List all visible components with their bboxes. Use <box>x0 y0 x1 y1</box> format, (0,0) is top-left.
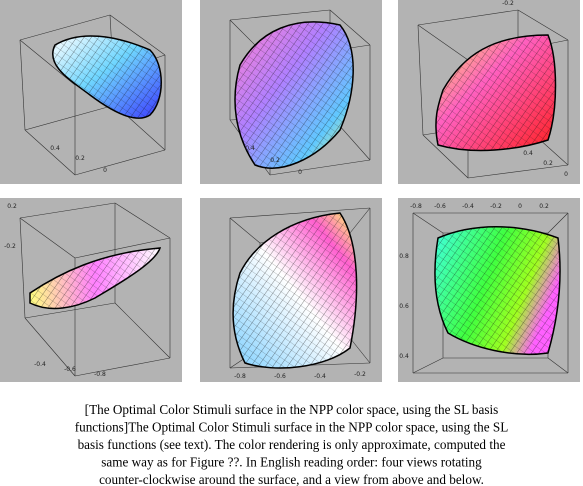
panel: 0.4 0.2 0 <box>200 0 382 184</box>
tick-label: 0.2 <box>539 203 549 210</box>
box-edge <box>269 159 371 176</box>
box-edge <box>19 217 76 259</box>
box-edge <box>19 202 116 219</box>
tick-label: 0.2 <box>543 160 553 167</box>
tick-label: -0.2 <box>490 203 502 210</box>
tick-label: 0.4 <box>245 145 255 152</box>
tick-label: -0.6 <box>434 203 446 210</box>
box-edge <box>349 337 371 364</box>
tick-label: -0.8 <box>94 371 106 378</box>
surface-mesh <box>435 226 560 355</box>
box-edge <box>412 212 444 234</box>
box-edge <box>114 302 171 359</box>
tick-label: -0.8 <box>410 203 422 210</box>
tick-label: 0 <box>564 171 568 178</box>
panel: 0.4 0.2 0 <box>0 0 182 184</box>
tick-label: 0 <box>103 167 107 174</box>
tick-label: 0.8 <box>399 253 409 260</box>
tick-label: -0.2 <box>502 0 514 7</box>
surface-mesh <box>30 248 160 309</box>
surface-mesh <box>52 35 162 119</box>
box-edge <box>74 357 171 377</box>
tick-label: -0.4 <box>462 203 474 210</box>
box-edge <box>229 207 371 219</box>
panel: -0.2 0.4 0.2 0 <box>398 0 580 184</box>
panel: 0.2 -0.2 -0.4 -0.6 -0.8 <box>0 198 182 382</box>
tick-label: -0.2 <box>4 243 16 250</box>
box-edge <box>417 24 469 61</box>
caption-line: counter-clockwise around the surface, an… <box>99 472 484 486</box>
box-edge <box>329 9 371 46</box>
box-edge <box>19 217 26 319</box>
box-edge <box>547 212 569 234</box>
tick-label: 0.4 <box>50 145 60 152</box>
box-edge <box>114 202 171 239</box>
box-edge <box>24 129 76 176</box>
box-edge <box>74 237 171 259</box>
box-edge <box>19 39 26 131</box>
tick-label: -0.4 <box>34 361 46 368</box>
box-edge <box>417 24 424 136</box>
box-edge <box>417 9 519 26</box>
tick-label: 0 <box>518 203 522 210</box>
tick-label: 0.4 <box>399 353 409 360</box>
tick-label: 0 <box>298 169 302 176</box>
box-edge <box>412 357 444 374</box>
tick-label: 0.4 <box>523 150 533 157</box>
tick-label: 0.2 <box>270 157 280 164</box>
box-edge <box>517 9 569 41</box>
box-edge <box>109 14 166 56</box>
tick-label: 0.6 <box>399 303 409 310</box>
box-edge <box>19 39 76 86</box>
box-edge <box>24 302 116 319</box>
box-edge <box>19 14 111 41</box>
surface-mesh <box>235 21 354 169</box>
box-edge <box>24 317 76 377</box>
panel: -0.8 -0.6 -0.4 -0.2 0 0.2 0.8 0.6 0.4 <box>398 198 580 382</box>
caption-line: basis functions (see text). The color re… <box>78 437 506 452</box>
panel: -0.8 -0.6 -0.4 -0.2 <box>200 198 382 382</box>
box-edge <box>74 149 166 176</box>
box-edge <box>422 134 469 179</box>
tick-label: -0.6 <box>274 373 286 380</box>
caption-line: functions]The Optimal Color Stimuli surf… <box>75 420 509 435</box>
surface-mesh <box>233 213 357 368</box>
tick-label: -0.6 <box>64 366 76 373</box>
box-edge <box>229 9 331 21</box>
box-edge <box>349 207 371 234</box>
tick-label: -0.4 <box>314 373 326 380</box>
box-edge <box>24 104 116 131</box>
caption-line: same way as for Figure ??. In English re… <box>101 455 482 470</box>
box-edge <box>229 217 261 244</box>
tick-label: 0.2 <box>7 203 17 210</box>
box-edge <box>547 357 569 374</box>
tick-label: -0.8 <box>234 373 246 380</box>
surface-mesh <box>435 35 556 151</box>
box-edge <box>467 164 569 179</box>
caption-line: [The Optimal Color Stimuli surface in th… <box>85 402 499 417</box>
tick-label: 0.2 <box>75 155 85 162</box>
tick-label: -0.2 <box>354 371 366 378</box>
